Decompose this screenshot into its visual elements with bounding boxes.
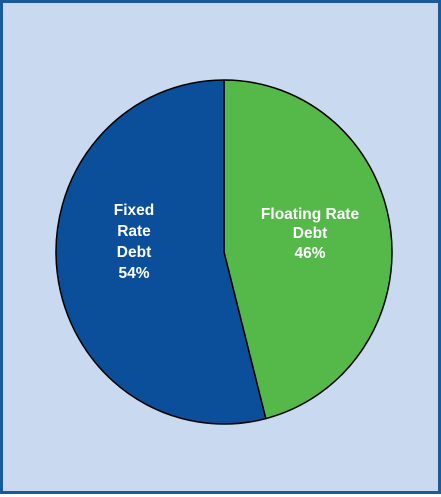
pie-slices xyxy=(55,79,393,425)
pie-slice-floating-rate-debt xyxy=(223,79,393,420)
slice-label-fixed: Fixed Rate Debt 54% xyxy=(114,202,154,282)
slice-label-floating-line-3: 46% xyxy=(294,245,325,262)
slice-label-floating: Floating Rate Debt 46% xyxy=(261,206,360,262)
pie-chart: Floating Rate Debt 46% Fixed Rate Debt 5… xyxy=(55,79,393,425)
slice-label-fixed-line-2: Rate xyxy=(117,223,151,240)
slice-label-fixed-line-3: Debt xyxy=(117,244,151,261)
slice-label-floating-line-2: Debt xyxy=(293,225,327,242)
slice-label-fixed-line-4: 54% xyxy=(118,265,149,282)
pie-slice-fixed-rate-debt xyxy=(55,79,267,425)
slice-label-fixed-line-1: Fixed xyxy=(114,202,154,219)
slice-label-floating-line-1: Floating Rate xyxy=(261,206,360,223)
